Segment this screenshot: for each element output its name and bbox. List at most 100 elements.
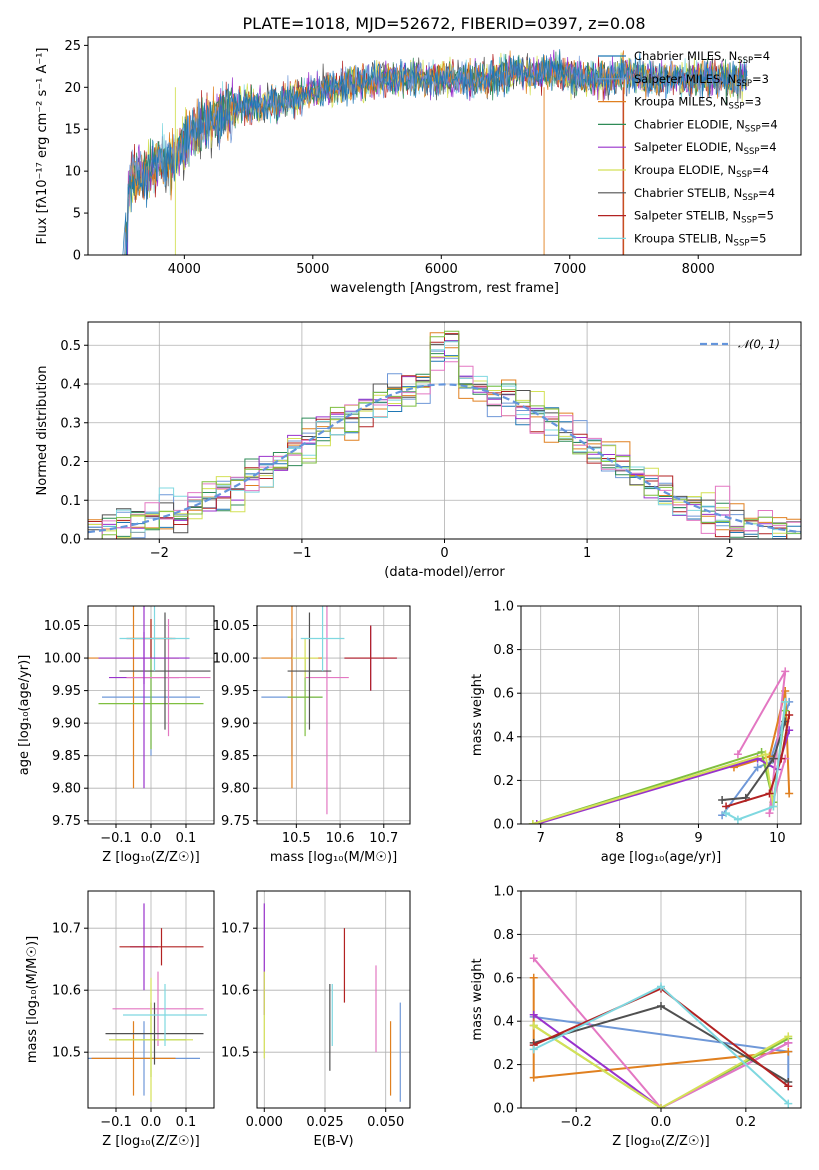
legend-label: Kroupa MILES, NSSP=3 [634,95,761,112]
errorbar-point [291,638,319,678]
y-tick-label: 5 [73,207,81,222]
axes-frame [520,890,802,1109]
y-tick-label: 0.5 [60,339,81,354]
histogram-step [88,341,801,539]
spectrum-panel: 4000 5000 6000 7000 8000 0 5 10 15 20 25 wavelength… [35,36,802,296]
weight-vs-age-panel: 7 8 9 10 0.0 0.2 0.4 0.6 0.8 1.0 age [log₁₀(age/yr… [470,600,802,865]
errorbar-point [126,619,211,737]
x-tick-label: 7000 [553,262,586,277]
weight-marker [733,750,742,759]
x-tick-label: 7 [537,831,545,846]
weight-marker [733,815,742,824]
weight-marker [781,667,790,676]
weight-marker [529,1021,538,1030]
weight-marker [784,1099,793,1108]
legend-label-main: Kroupa STELIB, N [634,231,734,245]
plot-area [88,330,801,539]
legend-label-sub: SSP [736,170,752,180]
weight-marker [529,1045,538,1054]
x-axis-label: E(B-V) [313,1134,353,1149]
age-vs-mass-panel: 10.5 10.6 10.7 9.75 9.80 9.85 9.90 9.95 10.00 10.… [213,605,411,865]
x-tick-label: −1 [292,546,311,561]
legend-label-main: Chabrier ELODIE, N [634,117,745,131]
weight-marker [781,697,790,706]
x-tick-label: 9 [694,831,702,846]
weight-marker [529,1010,538,1019]
weight-marker [529,954,538,963]
y-tick-label: 9.85 [52,749,81,764]
weight-marker [785,711,794,719]
weight-marker [529,973,538,982]
errorbar-point [119,606,190,672]
x-tick-label: 8000 [682,262,715,277]
axes-frame [87,321,802,540]
y-tick-label: 1.0 [493,885,514,900]
errorbar-point [287,612,332,730]
histogram-step [88,361,801,539]
x-tick-label: 0 [440,546,448,561]
errorbar-point [98,658,204,750]
legend-label-tail: =4 [760,140,777,154]
histogram-step [88,356,801,539]
y-axis-label: age [log₁₀(age/yr)] [17,655,32,776]
x-tick-label: 10.5 [282,831,311,846]
y-tick-label: 10.00 [213,652,250,667]
x-tick-label: −2 [150,546,169,561]
legend-label-sub: SSP [729,102,745,112]
legend-label-tail: =4 [753,49,770,63]
weight-marker [769,754,778,763]
y-tick-label: 10.7 [52,922,81,937]
weight-line [722,721,787,801]
axes-frame [256,605,411,825]
y-tick-label: 10.5 [52,1046,81,1061]
weight-marker [657,982,665,991]
legend-label-main: Salpeter MILES, N [634,72,736,86]
histogram-step [88,333,801,539]
y-tick-label: 0.0 [493,818,514,833]
errorbar-point [305,606,349,815]
legend-label: Kroupa ELODIE, NSSP=4 [634,163,769,180]
y-tick-label: 9.80 [221,782,250,797]
legend-label-tail: =5 [757,209,774,223]
legend-label-tail: =4 [752,163,769,177]
age-vs-metallicity-panel: −0.1 0.0 0.1 9.75 9.80 9.85 9.90 9.95 10.00 10.05… [17,605,215,865]
x-tick-label: 0.1 [176,831,197,846]
errorbar-point [119,612,211,730]
weight-line [737,670,787,814]
x-tick-label: 10.7 [369,831,398,846]
x-tick-label: 10.6 [326,831,355,846]
y-axis-label: mass weight [470,958,485,1040]
legend-label: Kroupa STELIB, NSSP=5 [634,231,766,248]
y-tick-label: 9.90 [221,717,250,732]
legend-label-main: Kroupa MILES, N [634,95,729,109]
weight-marker [718,796,727,805]
weight-line [725,714,791,808]
figure-title: PLATE=1018, MJD=52672, FIBERID=0397, z=0… [242,14,645,33]
x-axis-label: Z [log₁₀(Z/Z☉)] [612,1134,709,1149]
x-tick-label: 6000 [425,262,458,277]
y-axis-label: Normed distribution [35,366,50,496]
y-tick-label: 0.2 [493,774,514,789]
legend-label: Salpeter ELODIE, NSSP=4 [634,140,777,157]
weight-marker [529,1073,538,1082]
weight-line [533,1024,789,1108]
y-tick-label: 9.95 [221,684,250,699]
mass-vs-extinction-panel: 0.000 0.025 0.050 10.5 10.6 10.7 E(B-V) [221,890,411,1149]
x-tick-label: −0.2 [560,1115,592,1130]
x-tick-label: 0.2 [736,1115,757,1130]
errorbar-point [112,971,204,1046]
y-axis-label: Flux [fλ10⁻¹⁷ erg cm⁻² s⁻¹ A⁻¹] [35,48,50,245]
weight-line [532,710,787,824]
errorbar-point [109,977,193,1102]
y-tick-label: 0.8 [493,643,514,658]
plot-area [528,667,794,824]
spectrum-line [122,49,748,255]
legend-label-main: Chabrier MILES, N [634,49,737,63]
legend-label-sub: SSP [745,124,761,134]
legend-label-sub: SSP [741,216,757,226]
weight-marker [784,1032,793,1041]
weight-marker [765,789,774,798]
plot-area [88,606,211,789]
plot-area [88,903,207,1102]
plot-area [122,49,748,255]
